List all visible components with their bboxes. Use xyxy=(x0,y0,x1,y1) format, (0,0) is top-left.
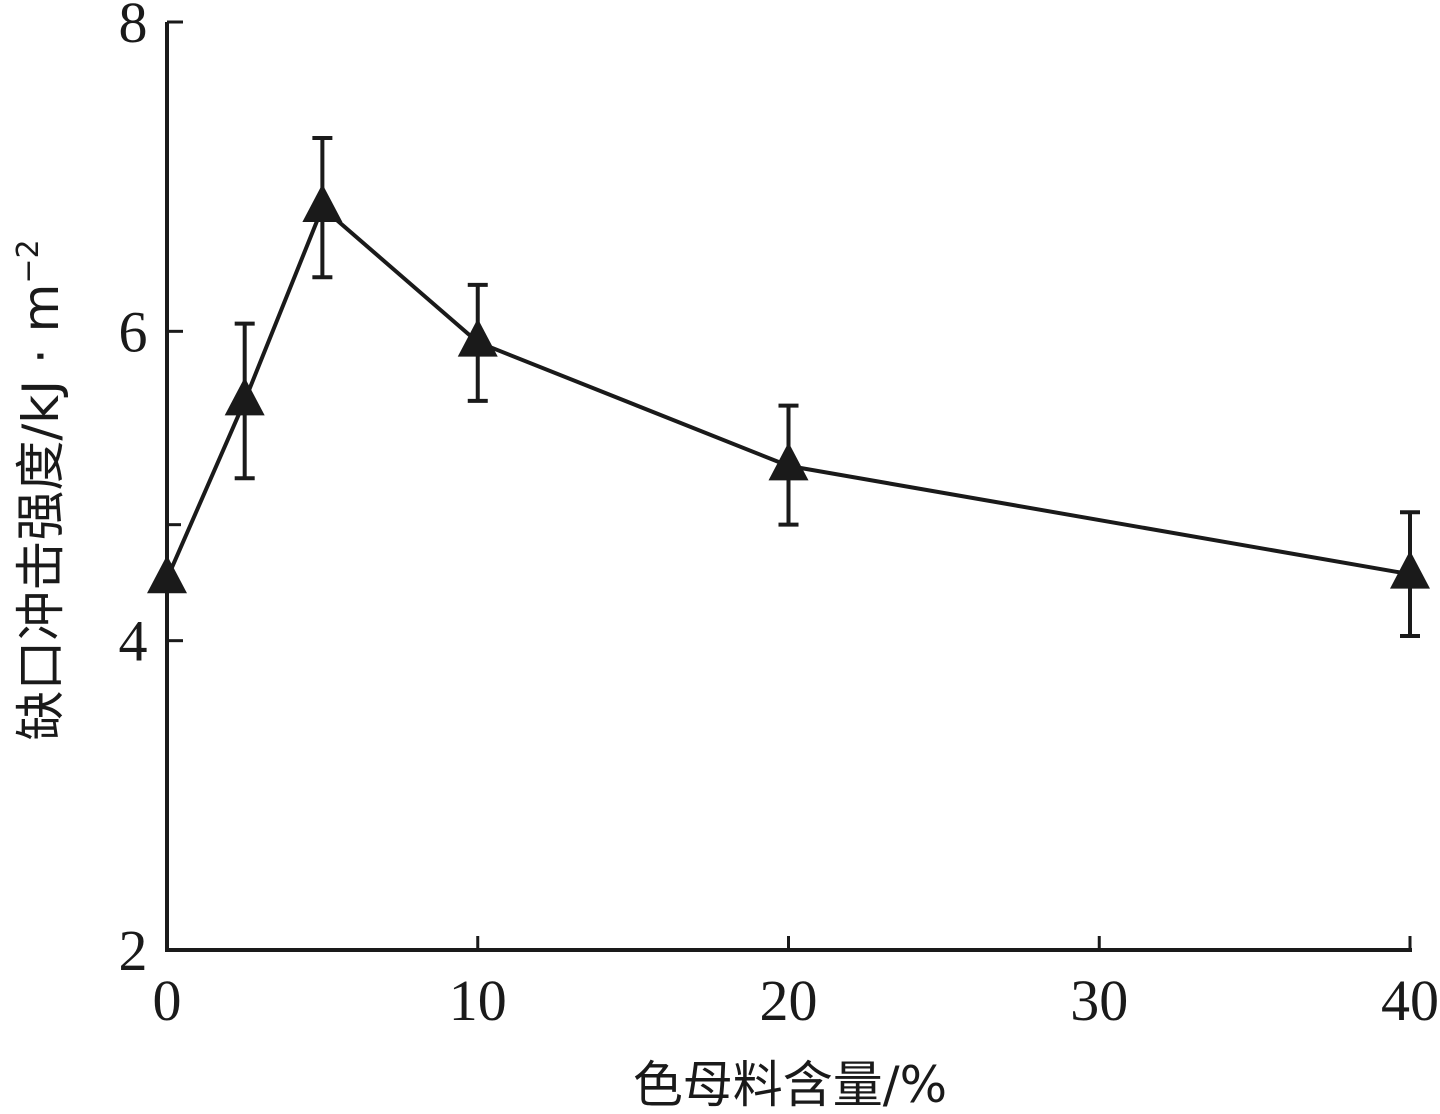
data-markers xyxy=(147,184,1430,594)
y-axis-title-main: 缺口冲击强度/kJ · m xyxy=(12,284,70,741)
data-point-triangle xyxy=(147,555,187,594)
data-point-triangle xyxy=(302,184,343,223)
series-polyline xyxy=(165,205,1411,580)
data-point-triangle xyxy=(224,377,265,416)
x-tick-label: 20 xyxy=(760,968,818,1033)
data-point-triangle xyxy=(457,318,498,357)
x-tick-label: 40 xyxy=(1381,968,1439,1033)
x-tick-label: 30 xyxy=(1070,968,1128,1033)
error-bars xyxy=(234,136,1420,639)
y-tick-label: 2 xyxy=(119,918,148,983)
x-axis-title: 色母料含量/% xyxy=(633,1056,947,1114)
series-line xyxy=(165,205,1411,580)
data-point-triangle xyxy=(1390,550,1430,589)
data-point-triangle xyxy=(768,442,809,481)
y-ticks: 2 4 6 8 xyxy=(119,0,183,983)
y-tick-label: 6 xyxy=(119,299,148,364)
x-ticks: 0 10 20 30 40 xyxy=(153,936,1439,1033)
y-tick-label: 8 xyxy=(119,0,148,55)
x-tick-label: 10 xyxy=(449,968,507,1033)
y-tick-label: 4 xyxy=(119,609,148,674)
y-axis-title-superscript: −2 xyxy=(11,239,46,283)
y-axis-title: 缺口冲击强度/kJ · m−2 xyxy=(11,239,70,740)
x-tick-label: 0 xyxy=(153,968,182,1033)
